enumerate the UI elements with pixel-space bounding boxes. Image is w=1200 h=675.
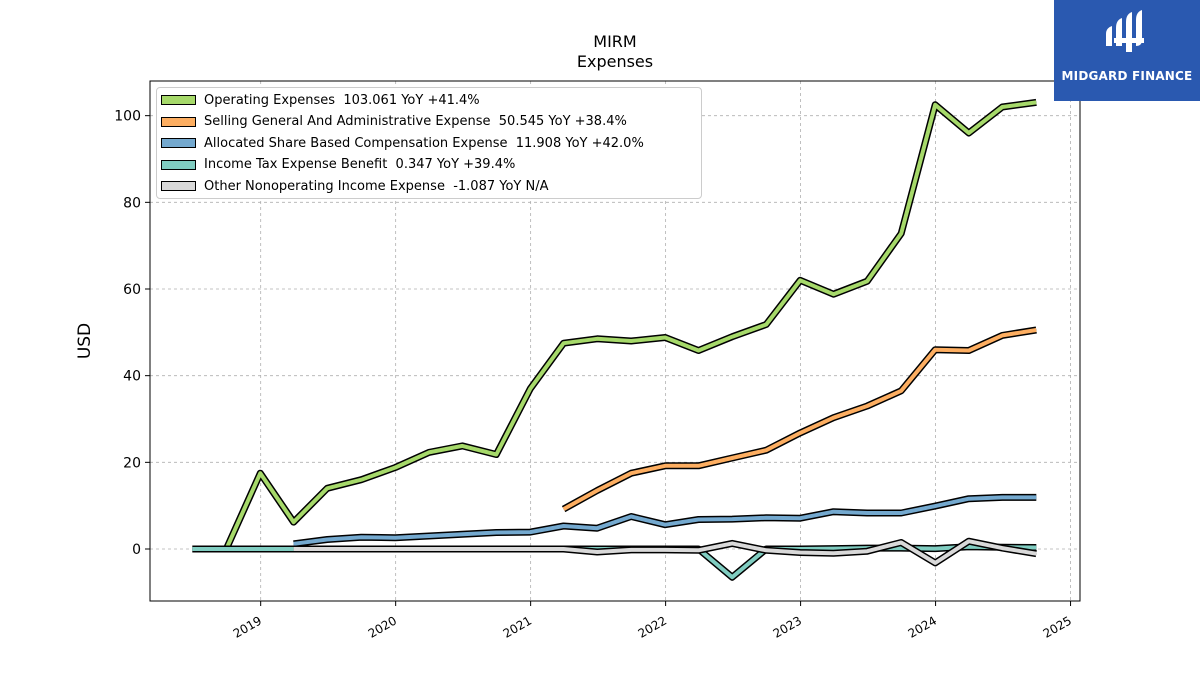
- legend-item: Operating Expenses 103.061 YoY +41.4%: [161, 90, 480, 110]
- legend-item: Income Tax Expense Benefit 0.347 YoY +39…: [161, 155, 515, 175]
- series-line-1: [562, 328, 1037, 511]
- x-axis: 2019 2020 2021 2022 2023 2024 2025: [231, 601, 1074, 641]
- series-line-4: [293, 539, 1037, 565]
- x-tick-label: 2021: [501, 613, 534, 640]
- legend-swatch: [161, 138, 196, 148]
- legend-item: Selling General And Administrative Expen…: [161, 112, 627, 132]
- chart-title: MIRM: [593, 32, 637, 51]
- series-outline-4: [293, 537, 1037, 567]
- y-tick-label: 20: [123, 455, 141, 471]
- legend-swatch: [161, 95, 196, 105]
- y-tick-label: 80: [123, 195, 141, 211]
- series-layer: [192, 98, 1037, 581]
- legend: Operating Expenses 103.061 YoY +41.4% Sel…: [156, 87, 702, 199]
- plot-frame: [149, 80, 1081, 602]
- logo-mark-icon: [1106, 10, 1144, 52]
- legend-label: Operating Expenses 103.061 YoY +41.4%: [204, 92, 480, 108]
- legend-item: Other Nonoperating Income Expense -1.087…: [161, 176, 549, 196]
- x-tick-label: 2025: [1041, 613, 1074, 640]
- y-tick-label: 60: [123, 282, 141, 298]
- y-tick-label: 100: [114, 109, 141, 125]
- legend-swatch: [161, 181, 196, 191]
- legend-label: Selling General And Administrative Expen…: [204, 114, 627, 129]
- y-tick-label: 40: [123, 369, 141, 385]
- y-axis: 0 20 40 60 80 100: [114, 109, 150, 558]
- y-tick-label: 0: [132, 542, 141, 558]
- x-tick-label: 2024: [906, 613, 939, 640]
- brand-logo: MIDGARD FINANCE: [1054, 0, 1200, 101]
- legend-swatch: [161, 116, 196, 127]
- x-tick-label: 2020: [366, 613, 399, 640]
- legend-label: Income Tax Expense Benefit 0.347 YoY +39…: [204, 157, 516, 172]
- x-tick-label: 2022: [636, 613, 669, 640]
- series-outline-1: [561, 326, 1037, 513]
- legend-label: Other Nonoperating Income Expense -1.087…: [204, 178, 549, 194]
- chart-subtitle: Expenses: [576, 52, 654, 71]
- legend-label: Allocated Share Based Compensation Expen…: [204, 135, 644, 151]
- series-line-2: [293, 495, 1037, 546]
- x-tick-label: 2019: [231, 613, 264, 640]
- legend-swatch: [161, 159, 196, 170]
- y-axis-label: USD: [75, 323, 95, 359]
- series-line-0: [224, 100, 1037, 550]
- legend-item: Allocated Share Based Compensation Expen…: [161, 133, 644, 153]
- logo-text: MIDGARD FINANCE: [1061, 69, 1193, 83]
- x-tick-label: 2023: [771, 613, 804, 640]
